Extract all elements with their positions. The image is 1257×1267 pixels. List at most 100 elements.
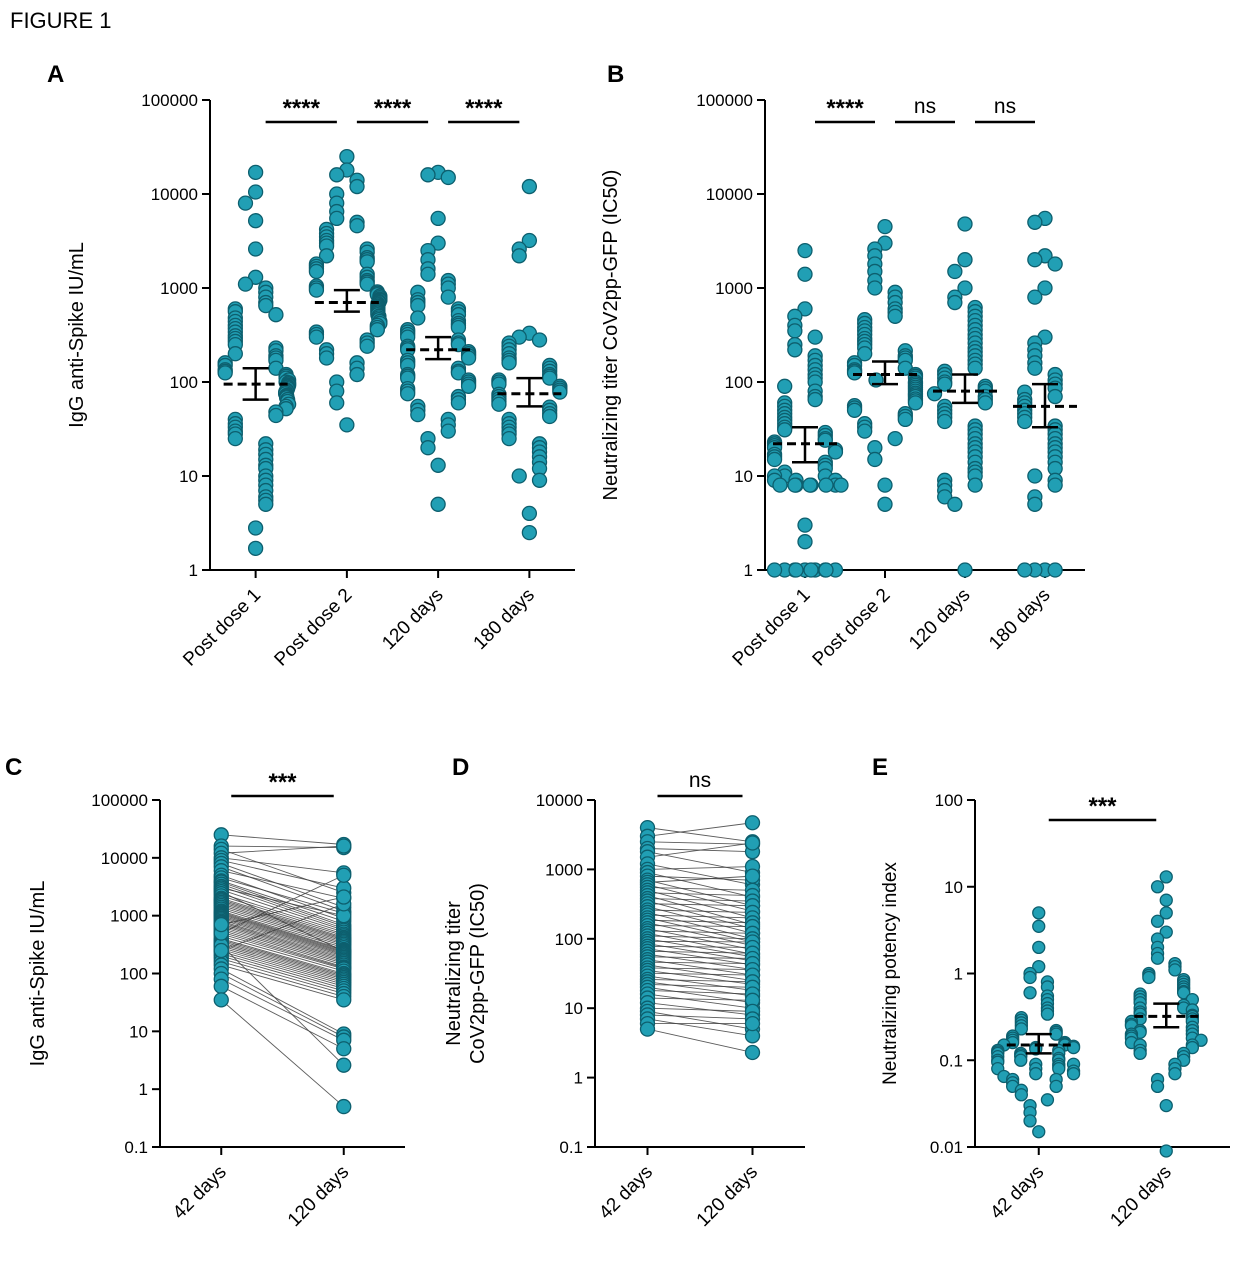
pair-line [221, 951, 344, 987]
data-point [217, 365, 233, 381]
pair-line [647, 935, 753, 940]
panel-c-chart: C 0.1 1 10 100 1000 10000 100000 IgG anti-Spike … [5, 754, 405, 1231]
data-point [1029, 1067, 1043, 1081]
data-point [247, 164, 264, 180]
data-point [336, 1041, 352, 1057]
pair-line [221, 924, 344, 963]
data-point [1159, 906, 1173, 920]
pair-line [221, 883, 344, 927]
pair-line [221, 874, 344, 934]
x-category-label: 180 days [470, 585, 539, 654]
y-axis-title: IgG anti-Spike IU/mL [27, 881, 49, 1067]
y-tick-label: 10 [734, 467, 753, 486]
y-axis-title: Neutralizing potency index [880, 862, 901, 1085]
y-tick-label: 0.1 [939, 1051, 963, 1070]
pair-line [221, 911, 344, 950]
y-tick-label: 0.01 [930, 1138, 963, 1157]
pair-line [647, 875, 753, 881]
data-point [1150, 880, 1165, 894]
data-point [258, 297, 274, 314]
significance-label: **** [465, 95, 503, 122]
data-point [957, 216, 973, 232]
data-point [460, 378, 477, 394]
data-point [907, 395, 924, 411]
pair-line [647, 841, 753, 845]
y-tick-label: 1 [189, 561, 198, 580]
panel-letter: C [5, 754, 22, 781]
significance-label: *** [1088, 793, 1117, 820]
data-point [1047, 562, 1063, 578]
pair-line [647, 964, 753, 982]
data-point [1023, 986, 1037, 1000]
data-point [511, 468, 527, 484]
data-point [1066, 1040, 1081, 1055]
data-point [957, 252, 973, 268]
data-point [1023, 1114, 1037, 1128]
significance-label: ns [994, 95, 1016, 118]
pair-line [647, 978, 753, 983]
pair-line [221, 870, 344, 899]
pair-line [221, 968, 344, 1035]
panel-e-chart: E 0.01 0.1 1 10 100 Neutralizing potency index… [872, 754, 1230, 1231]
x-category-label: 120 days [1106, 1162, 1175, 1231]
pair-line [220, 944, 345, 1066]
data-point [1150, 951, 1165, 965]
data-point [400, 386, 416, 402]
panel-letter: A [47, 61, 64, 88]
data-point [213, 942, 229, 959]
data-point [947, 294, 963, 311]
data-point [247, 520, 264, 536]
data-point [877, 477, 893, 493]
data-point [247, 213, 264, 229]
data-point [440, 423, 456, 439]
pair-line [221, 961, 344, 997]
data-point [1159, 1098, 1173, 1113]
pair-line [647, 967, 753, 971]
pair-line [647, 903, 753, 907]
data-point [359, 338, 375, 354]
pair-line [221, 922, 344, 960]
data-point [1159, 1144, 1173, 1158]
data-point [788, 562, 804, 578]
pair-line [221, 896, 344, 926]
data-point [450, 395, 467, 411]
y-tick-label: 10 [129, 1022, 148, 1041]
data-point [359, 276, 375, 292]
x-category-label: 42 days [595, 1162, 657, 1224]
data-point [1017, 413, 1033, 430]
data-point [430, 457, 446, 473]
data-point [336, 1057, 352, 1073]
x-category-label: 120 days [693, 1162, 762, 1231]
data-point [1032, 1125, 1046, 1139]
pair-line [221, 857, 344, 874]
data-point [957, 562, 973, 578]
pair-line [647, 863, 753, 886]
x-category-label: Post dose 2 [271, 585, 357, 671]
data-point [846, 402, 863, 418]
data-point [308, 263, 325, 280]
y-axis-title: CoV2pp-GFP (IC50) [467, 883, 489, 1064]
data-point [1027, 252, 1043, 268]
panel-d-chart: D 0.1 1 10 100 1000 10000 Neutralizing titer CoV… [443, 754, 805, 1231]
pair-line [221, 912, 344, 951]
data-point [521, 178, 538, 195]
significance-label: **** [283, 95, 321, 122]
pair-line [221, 938, 344, 974]
pair-line [221, 920, 344, 958]
data-point [967, 360, 983, 376]
pair-line [647, 906, 753, 934]
data-point [803, 562, 819, 578]
pair-line [221, 955, 344, 992]
pair-line [221, 881, 344, 926]
pair-line [647, 961, 753, 964]
pair-line [647, 900, 753, 930]
data-point [787, 477, 803, 493]
y-tick-label: 100 [725, 373, 753, 392]
y-tick-label: 1000 [545, 860, 583, 879]
pair-line [647, 898, 753, 902]
data-point [787, 323, 803, 339]
pair-line [221, 905, 344, 944]
pair-line [647, 1002, 753, 1016]
panel-a-chart: A 1 10 100 1000 10000 100000 IgG anti-Spike IU/… [47, 61, 575, 671]
y-tick-label: 1 [139, 1080, 148, 1099]
